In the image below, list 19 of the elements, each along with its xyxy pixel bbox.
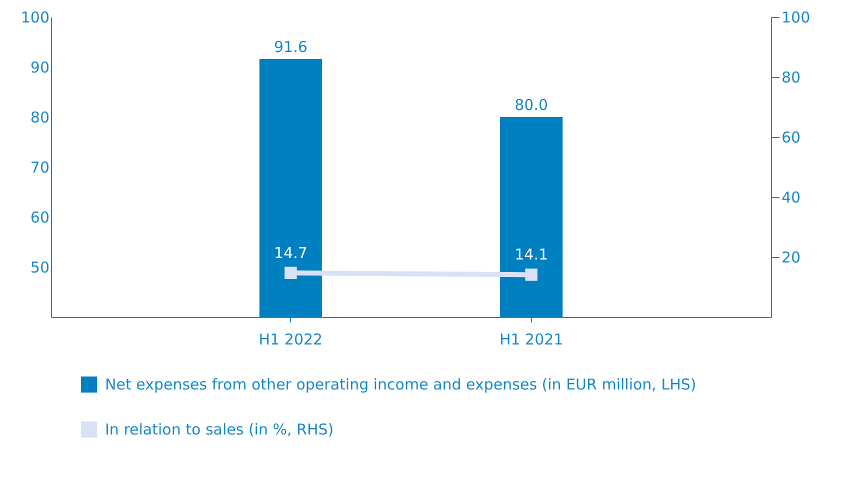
- y2-tick-label: 60: [782, 128, 801, 146]
- data-label: 80.0: [514, 96, 548, 114]
- x-tick-label: H1 2021: [499, 330, 564, 348]
- y-tick-label: 80: [30, 108, 50, 126]
- y-tick-label: 50: [30, 258, 50, 276]
- data-label: 14.1: [514, 246, 548, 264]
- legend-label: Net expenses from other operating income and expenses (in EUR million, LHS): [105, 376, 696, 394]
- y-tick-label: 60: [30, 208, 50, 226]
- legend-label: In relation to sales (in %, RHS): [105, 420, 334, 438]
- y-tick-label: 100: [20, 8, 50, 26]
- x-tick-label: H1 2022: [258, 330, 323, 348]
- y-tick-label: 90: [30, 58, 50, 76]
- y2-tick-label: 40: [782, 188, 801, 206]
- y2-tick-label: 80: [782, 68, 801, 86]
- data-label: 14.7: [274, 244, 308, 262]
- y2-tick-label: 100: [782, 8, 810, 26]
- y-tick-label: 70: [30, 158, 50, 176]
- y2-tick-label: 20: [782, 248, 801, 266]
- data-label: 91.6: [274, 38, 308, 56]
